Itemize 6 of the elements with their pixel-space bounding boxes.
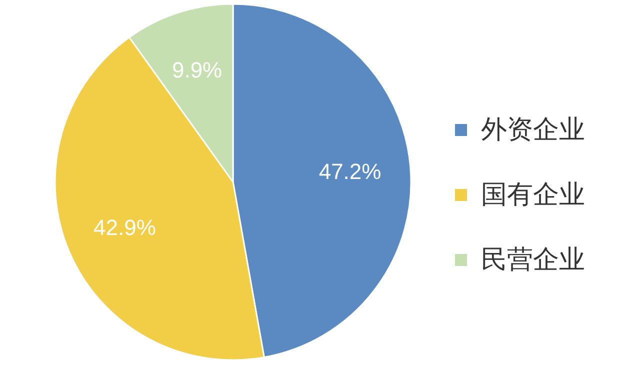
data-label: 42.9% — [94, 215, 156, 240]
data-label: 47.2% — [318, 159, 382, 184]
legend-label: 外资企业 — [481, 115, 585, 145]
data-label: 9.9% — [172, 58, 222, 83]
legend-label: 民营企业 — [481, 245, 585, 275]
legend-label: 国有企业 — [481, 180, 585, 210]
